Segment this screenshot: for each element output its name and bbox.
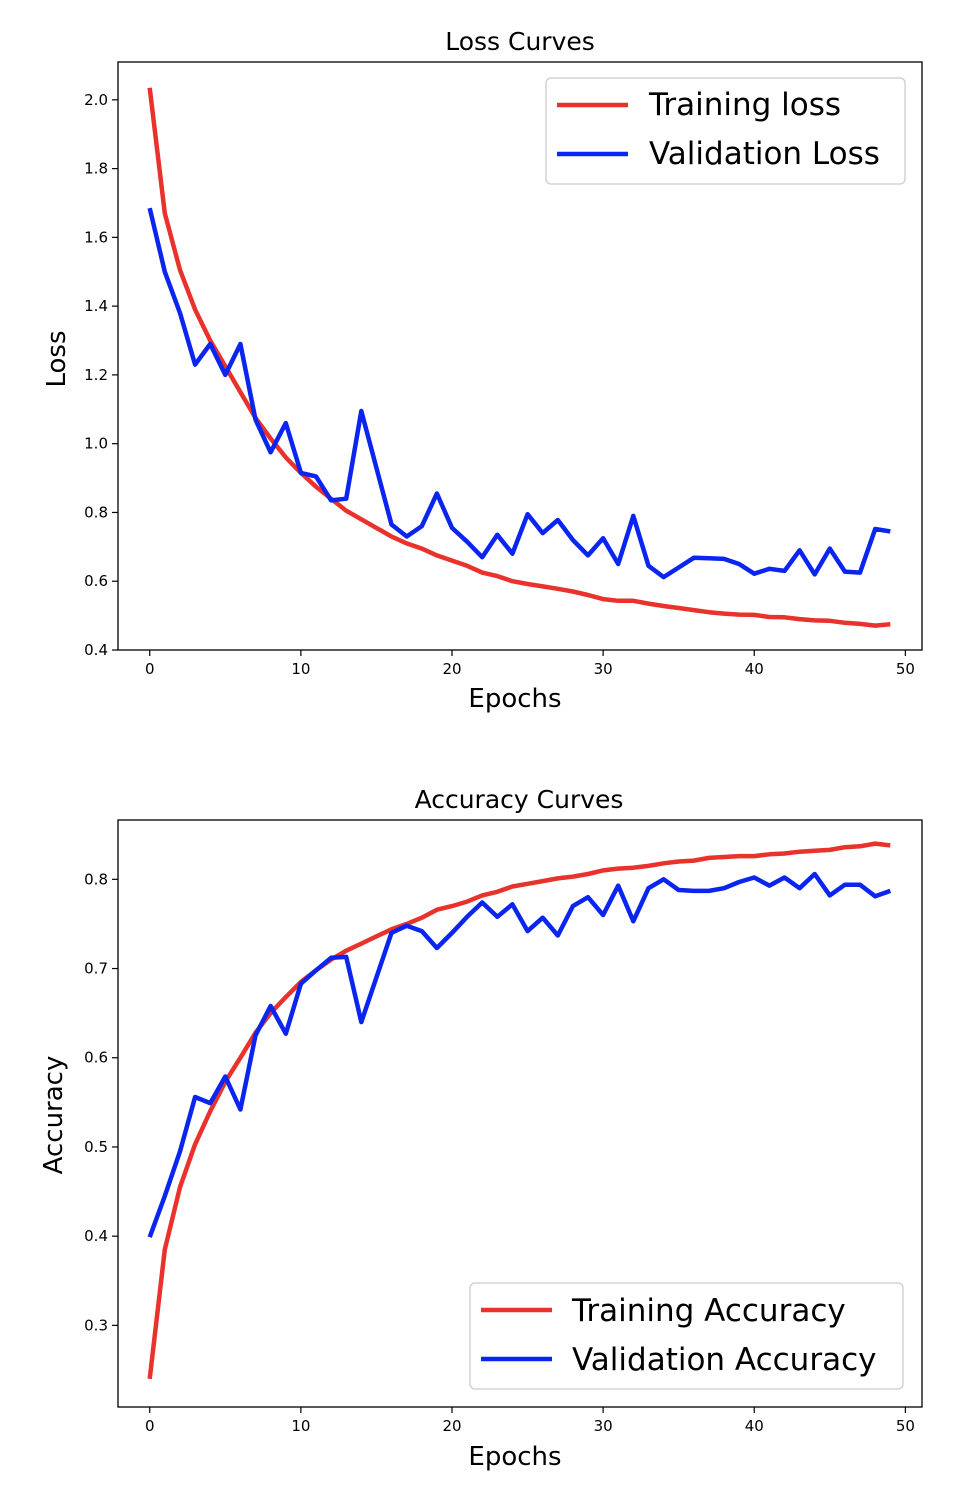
loss-series-validation-line [147, 207, 891, 580]
accuracy-x-axis-label: Epochs [468, 1442, 561, 1472]
accuracy-x-tick-label: 0 [145, 1417, 155, 1435]
accuracy-legend-box [469, 1282, 904, 1390]
loss-legend-label-training: Training loss [648, 87, 841, 123]
accuracy-x-tick-label: 30 [594, 1417, 613, 1435]
loss-y-axis-label: Loss [42, 330, 72, 387]
accuracy-legend-label-validation: Validation Accuracy [572, 1342, 876, 1378]
loss-y-tick-label: 2.0 [84, 91, 108, 109]
loss-x-tick-label: 20 [442, 660, 461, 678]
accuracy-x-tick-label: 50 [896, 1417, 915, 1435]
loss-x-tick-label: 0 [145, 660, 155, 678]
loss-legend: Training loss Validation Loss [545, 77, 906, 185]
loss-chart: Loss Curves 0.40.60.81.01.21.41.61.82.0 … [42, 27, 923, 714]
loss-y-tick-label: 1.0 [84, 435, 108, 453]
loss-x-tick-label: 30 [594, 660, 613, 678]
loss-x-axis-label: Epochs [468, 684, 561, 714]
loss-x-tick-label: 10 [291, 660, 310, 678]
accuracy-y-tick-label: 0.3 [84, 1316, 108, 1334]
accuracy-plot-frame [117, 819, 923, 1408]
loss-y-tick-label: 1.6 [84, 228, 108, 246]
loss-plot-frame [117, 61, 923, 651]
loss-chart-title: Loss Curves [445, 27, 595, 56]
accuracy-y-ticks: 0.3 0.4 0.5 0.6 0.7 0.8 [84, 870, 118, 1334]
accuracy-legend: Training Accuracy Validation Accuracy [469, 1282, 904, 1390]
loss-y-tick-label: 1.4 [84, 297, 108, 315]
loss-x-tick-label: 40 [745, 660, 764, 678]
loss-y-tick-label: 1.2 [84, 366, 108, 384]
loss-series-training-line [147, 87, 891, 628]
accuracy-x-tick-label: 10 [291, 1417, 310, 1435]
accuracy-x-ticks: 0 10 20 30 40 50 [145, 1407, 915, 1435]
accuracy-series-lines [147, 841, 892, 1380]
accuracy-y-tick-label: 0.6 [84, 1049, 108, 1067]
accuracy-y-axis-label: Accuracy [39, 1056, 69, 1175]
loss-legend-box [545, 77, 906, 185]
accuracy-x-tick-label: 40 [745, 1417, 764, 1435]
accuracy-y-tick-label: 0.8 [84, 870, 108, 888]
loss-y-tick-label: 0.6 [84, 572, 108, 590]
loss-y-tick-label: 1.8 [84, 160, 108, 178]
loss-series-lines [147, 87, 891, 628]
loss-x-ticks: 0 10 20 30 40 50 [145, 650, 915, 678]
loss-legend-label-validation: Validation Loss [649, 136, 880, 172]
loss-y-tick-label: 0.8 [84, 503, 108, 521]
accuracy-y-tick-label: 0.7 [84, 960, 108, 978]
loss-y-tick-label: 0.4 [84, 641, 108, 659]
accuracy-legend-label-training: Training Accuracy [571, 1293, 846, 1329]
loss-y-ticks: 0.4 0.6 0.8 1.0 1.2 1.4 1.6 1.8 2.0 [84, 91, 118, 659]
accuracy-y-tick-label: 0.4 [84, 1227, 108, 1245]
accuracy-y-tick-label: 0.5 [84, 1138, 108, 1156]
accuracy-chart-title: Accuracy Curves [415, 785, 624, 814]
loss-x-tick-label: 50 [896, 660, 915, 678]
accuracy-series-validation-line [147, 871, 892, 1238]
accuracy-x-tick-label: 20 [442, 1417, 461, 1435]
accuracy-chart: Accuracy Curves 0.3 0.4 0.5 0.6 0.7 0.8 0 10 20… [39, 785, 923, 1472]
